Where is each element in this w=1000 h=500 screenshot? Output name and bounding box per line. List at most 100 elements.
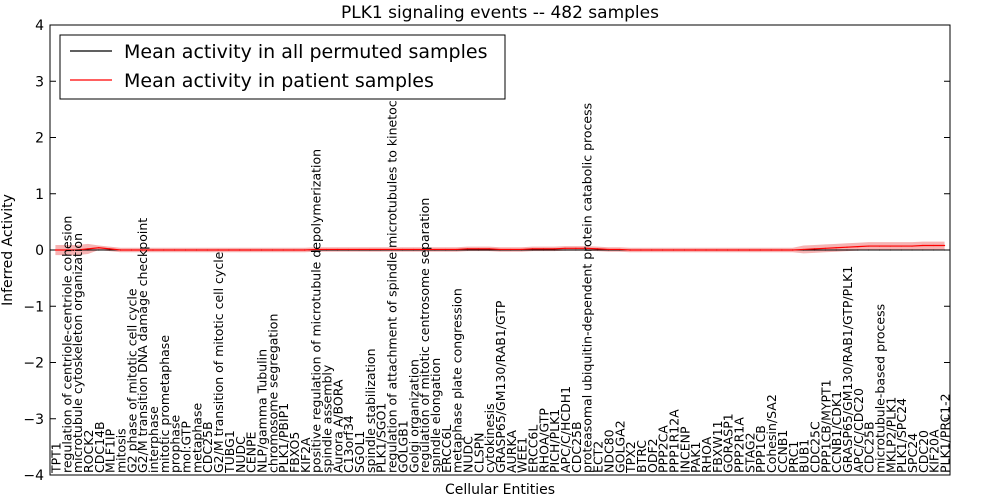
x-tick-label: PPP1R12A: [666, 409, 681, 473]
x-tick-label: metaphase: [189, 403, 204, 473]
data-point-1: [586, 247, 588, 249]
x-tick-label: CCNB1/CDK1: [829, 391, 844, 473]
data-point-0: [542, 249, 544, 251]
x-axis-label: Cellular Entities: [445, 482, 555, 498]
x-tick-label: interphase: [146, 406, 161, 473]
data-point-0: [586, 249, 588, 251]
x-tick-label: AURKA: [504, 430, 519, 473]
x-tick-label: PAK1: [688, 442, 703, 473]
x-tick-label: BTRC: [634, 440, 649, 473]
data-point-1: [781, 249, 783, 251]
data-point-1: [922, 244, 924, 247]
x-tick-label: PRC1: [786, 441, 801, 473]
data-point-1: [564, 247, 566, 249]
y-tick-label: −3: [23, 412, 44, 428]
data-point-1: [477, 248, 479, 250]
patient-variability-band: [55, 241, 945, 256]
data-point-1: [672, 249, 675, 251]
data-point-0: [87, 249, 89, 251]
x-tick-label: NLP/gamma Tubulin: [254, 349, 269, 473]
data-point-1: [109, 248, 111, 250]
x-tick-label: PPP1CB: [753, 425, 768, 473]
data-point-1: [499, 248, 501, 251]
x-tick-label: SGOL1: [352, 431, 367, 473]
data-point-1: [315, 248, 317, 251]
data-point-1: [380, 248, 382, 251]
data-point-1: [868, 245, 870, 247]
data-point-1: [217, 249, 219, 251]
data-point-1: [803, 248, 805, 251]
data-point-1: [824, 247, 826, 249]
x-tick-label: G2/M transition DNA damage checkpoint: [135, 218, 150, 473]
y-axis-label: Inferred Activity: [0, 194, 16, 306]
x-tick-label: microtubule cytoskeleton organization: [70, 233, 85, 473]
x-tick-label: Golgi organization: [406, 359, 421, 473]
data-point-1: [531, 248, 534, 250]
x-tick-label: G2 phase of mitotic cell cycle: [124, 288, 139, 473]
x-tick-label: TPT1: [48, 442, 63, 474]
data-point-1: [662, 249, 664, 251]
data-point-1: [336, 248, 338, 251]
x-tick-label: MLF1IP: [103, 428, 118, 473]
data-point-1: [835, 247, 837, 249]
data-point-1: [488, 248, 490, 250]
data-point-1: [401, 248, 404, 251]
x-tick-label: mol:GTP: [179, 421, 194, 473]
x-tick-label: INCENP: [677, 426, 692, 473]
data-point-1: [174, 249, 176, 251]
data-point-1: [770, 249, 772, 251]
data-point-1: [542, 248, 544, 250]
data-point-1: [412, 248, 414, 251]
data-point-0: [813, 249, 816, 251]
x-tick-label: KIF20A: [927, 429, 942, 473]
data-point-1: [445, 248, 447, 251]
x-tick-label: PLK1/SPC24: [894, 398, 909, 473]
data-point-0: [531, 249, 534, 251]
legend-label-permuted: Mean activity in all permuted samples: [124, 41, 487, 63]
x-tick-label: GRASP65/GM130/RAB1/GTP/PLK1: [840, 266, 855, 473]
data-point-1: [759, 249, 761, 251]
data-point-0: [564, 249, 566, 251]
x-tick-label: FBXW11: [710, 420, 725, 473]
x-tick-label: FBXO5: [287, 432, 302, 473]
data-point-0: [835, 249, 837, 251]
x-tick-label: PPP2R1A: [732, 417, 747, 473]
x-tick-label: prophase: [168, 415, 183, 473]
data-point-1: [293, 249, 295, 251]
data-point-0: [857, 249, 859, 251]
x-tick-label: cytokinesis: [482, 403, 497, 473]
x-tick-label: GOLGB1: [395, 420, 410, 473]
data-point-0: [824, 249, 826, 251]
x-tick-label: APC/C/HCDH1: [558, 386, 573, 473]
x-tick-label: mitotic prometaphase: [157, 335, 172, 473]
data-point-1: [260, 249, 263, 251]
x-tick-label: ECT2: [591, 441, 606, 473]
data-point-1: [596, 248, 599, 250]
y-tick-label: −2: [23, 356, 44, 372]
data-point-0: [911, 249, 913, 251]
data-point-0: [488, 249, 490, 251]
data-point-0: [466, 249, 469, 251]
x-tick-label: positive regulation of microtubule depol…: [309, 149, 324, 473]
x-tick-label: KIF2A: [298, 437, 313, 473]
data-point-0: [98, 249, 100, 251]
x-tick-label: NUDC: [233, 436, 248, 473]
data-point-1: [195, 249, 197, 251]
data-point-1: [239, 249, 241, 251]
y-tick-label: 3: [35, 74, 44, 90]
x-tick-label: TUBG1: [222, 430, 237, 474]
data-point-1: [575, 247, 577, 249]
x-tick-label: NDC80: [601, 429, 616, 473]
y-tick-label: −4: [23, 468, 44, 484]
data-point-1: [282, 249, 284, 251]
x-tick-label: SPC24: [905, 433, 920, 473]
data-point-1: [184, 249, 187, 251]
data-point-1: [640, 249, 642, 251]
data-point-0: [596, 249, 599, 251]
x-tick-label: BUB1: [797, 439, 812, 473]
x-tick-label: C13orf34: [341, 415, 356, 473]
x-tick-label: Cohesin/SA2: [764, 394, 779, 473]
data-point-1: [792, 249, 794, 251]
chart-title: PLK1 signaling events -- 482 samples: [341, 3, 659, 23]
